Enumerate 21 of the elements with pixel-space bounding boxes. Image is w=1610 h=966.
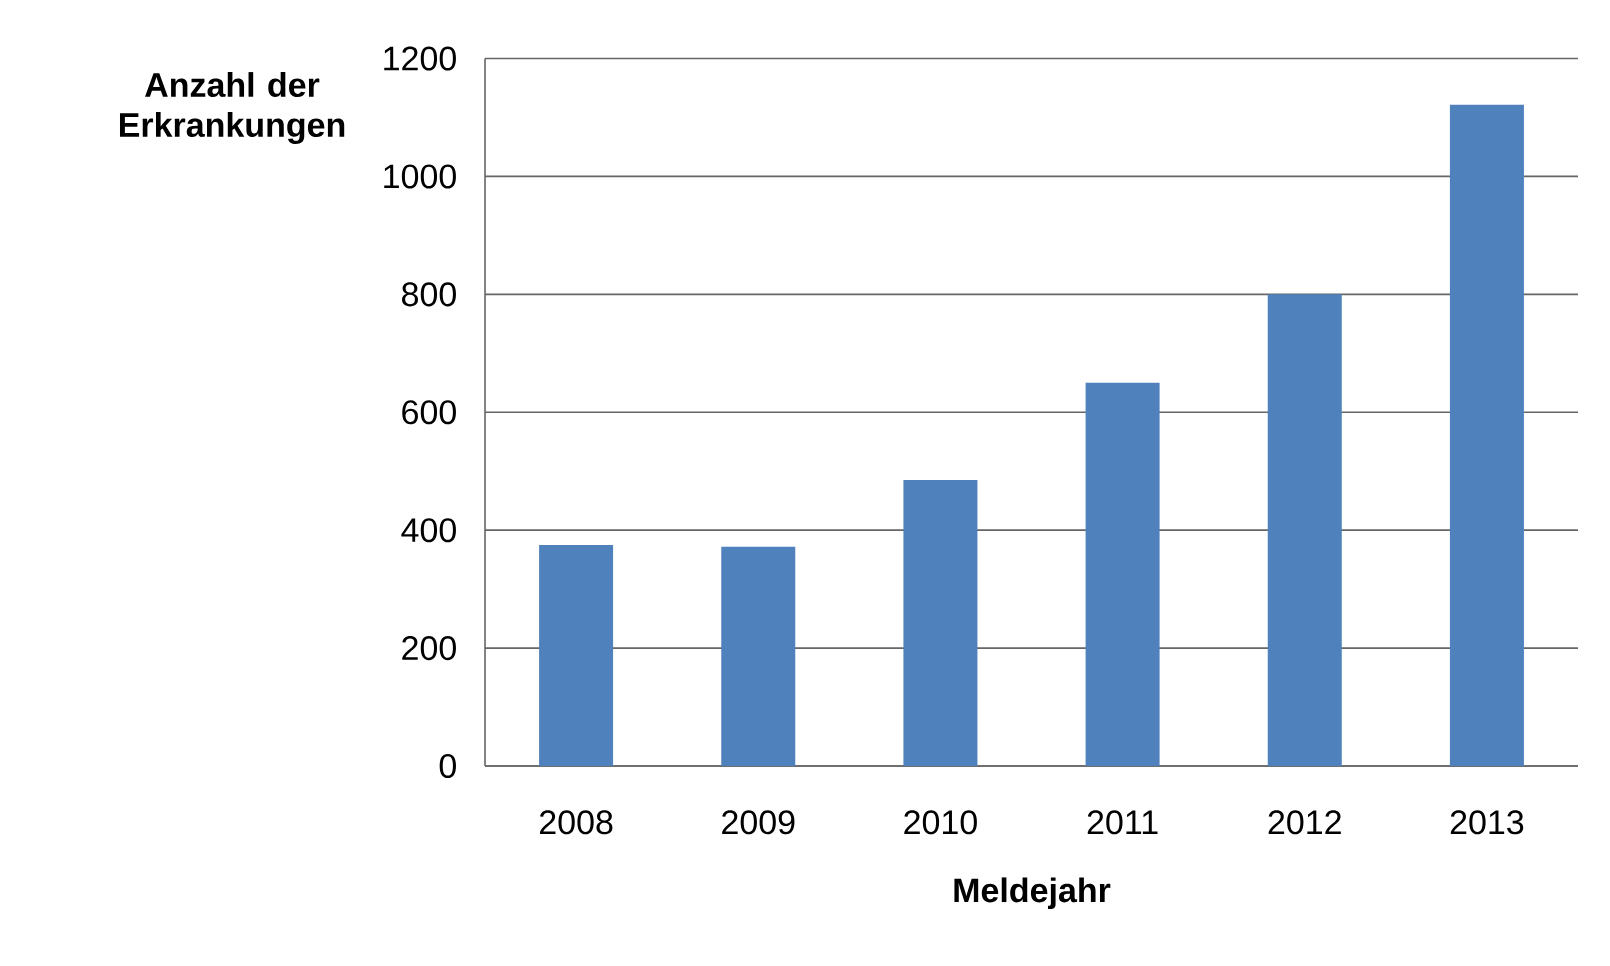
y-axis-title: Anzahl der Erkrankungen — [119, 72, 345, 144]
y-tick-label: 1200 — [384, 46, 456, 71]
bar — [903, 480, 978, 766]
x-tick-label: 2013 — [1450, 810, 1524, 835]
bar — [1267, 294, 1342, 766]
y-tick-label: 400 — [401, 518, 456, 543]
x-tick-label: 2010 — [904, 810, 977, 835]
x-tick-label: 2012 — [1268, 810, 1341, 835]
x-tick-label: 2008 — [540, 810, 613, 835]
y-tick-label: 600 — [402, 400, 456, 425]
bar — [1085, 382, 1160, 766]
bar — [721, 546, 796, 766]
bar — [1449, 104, 1524, 766]
x-tick-label: 2009 — [722, 810, 795, 835]
bar — [539, 544, 614, 766]
x-tick-label: 2011 — [1087, 810, 1158, 835]
y-tick-label: 1000 — [384, 164, 456, 189]
y-tick-label: 800 — [402, 282, 456, 307]
y-tick-label: 200 — [402, 636, 456, 661]
y-tick-label: 0 — [439, 753, 456, 779]
x-axis-title: Meldejahr — [954, 877, 1111, 910]
